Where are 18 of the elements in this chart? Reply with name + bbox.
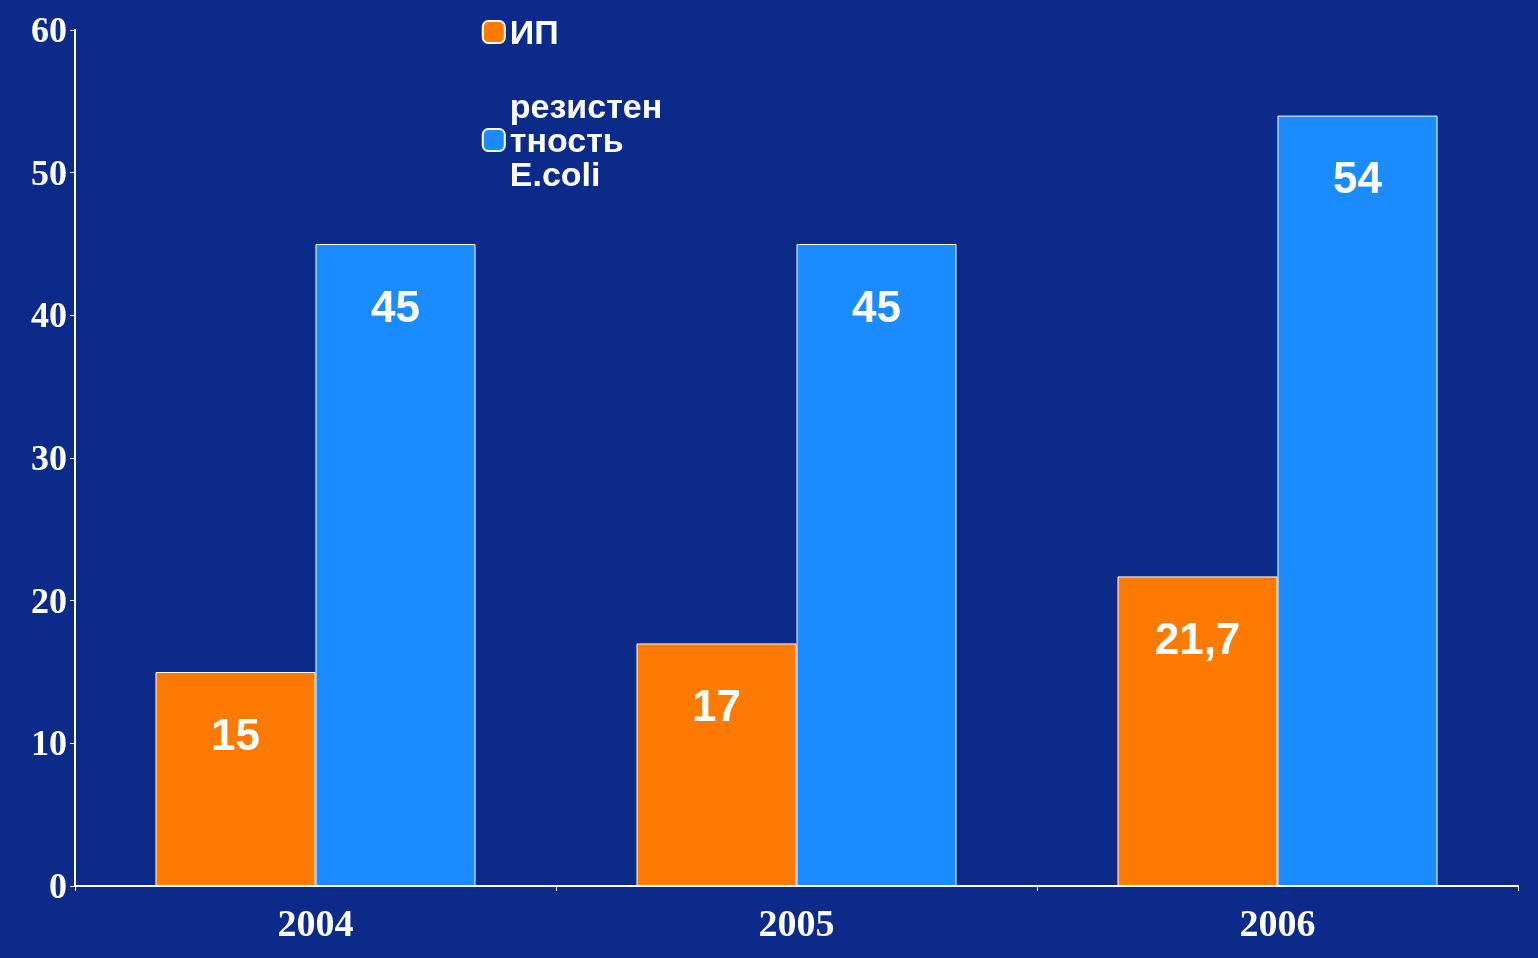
data-label: 45	[852, 281, 901, 331]
data-label: 15	[211, 709, 260, 759]
legend-label: ИП	[509, 13, 559, 51]
legend-label: резистентность E.coli	[509, 87, 663, 193]
y-tick-label: 30	[31, 438, 67, 478]
y-tick-label: 20	[31, 580, 67, 621]
data-label: 17	[692, 680, 741, 730]
y-tick-label: 40	[31, 295, 67, 336]
x-tick-label: 2006	[1239, 902, 1316, 944]
y-tick-label: 60	[31, 10, 67, 50]
data-label: 45	[371, 281, 420, 331]
y-tick-label: 10	[31, 723, 67, 764]
y-tick-label: 50	[31, 152, 67, 193]
data-label: 21,7	[1154, 613, 1241, 663]
x-tick-label: 2005	[758, 902, 835, 944]
x-tick-label: 2004	[277, 902, 354, 944]
y-tick-label: 0	[49, 866, 67, 906]
data-label: 54	[1333, 153, 1383, 203]
